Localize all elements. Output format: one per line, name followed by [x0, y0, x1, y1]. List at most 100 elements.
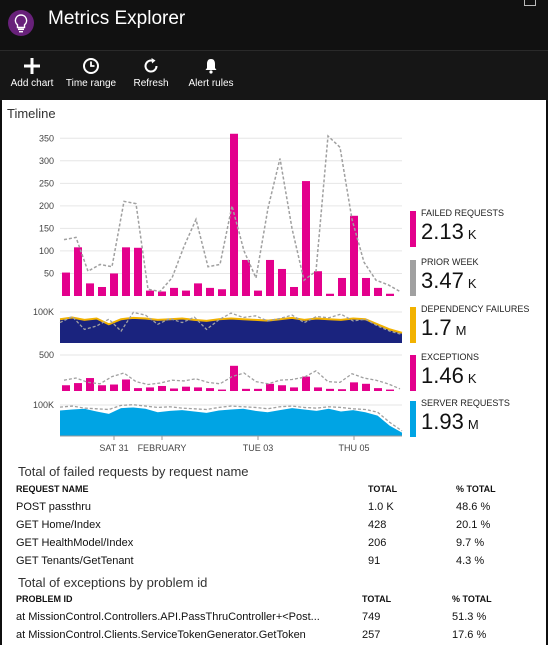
failed-requests-bar: [254, 290, 262, 296]
x-tick-label: TUE 03: [243, 443, 274, 453]
prior-week-line: [63, 134, 401, 293]
cell-problem-id: at MissionControl.Controllers.API.PassTh…: [16, 611, 320, 623]
failed-requests-table: REQUEST NAME TOTAL % TOTAL POST passthru…: [16, 484, 546, 570]
metric-color-bar: [410, 401, 416, 437]
dependency-failures-chart[interactable]: 100K: [33, 307, 403, 343]
cell-percent: 9.7 %: [456, 537, 485, 549]
failed-requests-bar: [242, 259, 250, 296]
failed-requests-bar: [266, 259, 274, 296]
failed-requests-table-title: Total of failed requests by request name: [18, 464, 249, 479]
y-tick-label: 500: [39, 350, 54, 360]
failed-requests-bar: [302, 181, 310, 296]
exceptions-bar: [290, 387, 298, 391]
y-tick-label: 100: [39, 246, 54, 256]
table-row[interactable]: GET Tenants/GetTenant 91 4.3 %: [16, 552, 546, 570]
table-header: REQUEST NAME TOTAL % TOTAL: [16, 484, 546, 498]
exceptions-bar: [170, 388, 178, 391]
exceptions-bar: [314, 387, 322, 391]
metric-value: 3.47 K: [421, 268, 477, 294]
failed-requests-bar: [86, 283, 94, 296]
time-range-label: Time range: [65, 78, 117, 89]
alert-rules-button[interactable]: Alert rules: [186, 57, 236, 97]
cell-total: 257: [362, 629, 381, 641]
cell-percent: 20.1 %: [456, 519, 491, 531]
failed-requests-bar: [122, 247, 130, 296]
maximize-button[interactable]: [524, 0, 536, 6]
dependency-failures-line: [59, 316, 403, 334]
exceptions-bar: [122, 379, 130, 391]
cell-total: 206: [368, 537, 387, 549]
failed-requests-chart[interactable]: 50 100 150 200 250 300 350: [39, 133, 402, 296]
y-tick-label: 100K: [33, 307, 54, 317]
metric-unit: K: [467, 276, 477, 291]
failed-requests-bar: [314, 271, 322, 296]
metric-color-bar: [410, 260, 416, 296]
metric-value: 1.46 K: [421, 363, 477, 389]
dependency-failures-area: [60, 317, 402, 343]
exceptions-bar: [374, 388, 382, 391]
x-tick-label: FEBRUARY: [138, 443, 187, 453]
server-requests-chart[interactable]: 100K SAT 31 FEBRUARY TUE 03 THU 05: [33, 400, 403, 453]
refresh-button[interactable]: Refresh: [130, 57, 172, 97]
y-tick-label: 200: [39, 201, 54, 211]
prior-week-line: [59, 404, 403, 432]
plus-icon: [24, 58, 40, 74]
cell-total: 91: [368, 555, 381, 567]
exceptions-bar: [266, 383, 274, 391]
failed-requests-bar: [218, 289, 226, 296]
failed-requests-bar: [362, 277, 370, 296]
header-percent-total: % TOTAL: [456, 484, 496, 494]
y-tick-label: 50: [44, 268, 54, 278]
table-row[interactable]: POST passthru 1.0 K 48.6 %: [16, 498, 546, 516]
table-row[interactable]: GET HealthModel/Index 206 9.7 %: [16, 534, 546, 552]
exceptions-bar: [350, 382, 358, 391]
y-tick-label: 250: [39, 178, 54, 188]
table-row[interactable]: at MissionControl.Clients.ServiceTokenGe…: [16, 626, 542, 644]
y-tick-label: 300: [39, 156, 54, 166]
toolbar: Add chart Time range Refresh Alert rules: [0, 50, 548, 101]
table-header: PROBLEM ID TOTAL % TOTAL: [16, 594, 542, 608]
y-tick-label: 100K: [33, 400, 54, 410]
failed-requests-bar: [62, 272, 70, 296]
cell-problem-id: at MissionControl.Clients.ServiceTokenGe…: [16, 629, 306, 641]
lightbulb-icon: [8, 10, 34, 36]
header-percent-total: % TOTAL: [452, 594, 492, 604]
metric-unit: K: [467, 227, 477, 242]
metric-color-bar: [410, 211, 416, 247]
failed-requests-bar: [170, 287, 178, 296]
table-row[interactable]: GET Home/Index 428 20.1 %: [16, 516, 546, 534]
prior-week-line: [59, 311, 403, 336]
exceptions-chart[interactable]: 500: [39, 350, 402, 391]
metric-number: 3.47: [421, 268, 464, 293]
metric-number: 2.13: [421, 219, 464, 244]
exceptions-bar: [182, 386, 190, 391]
failed-requests-bar: [290, 286, 298, 296]
failed-requests-bar: [134, 247, 142, 296]
clock-icon: [83, 58, 99, 74]
exceptions-bar: [386, 389, 394, 391]
cell-total: 1.0 K: [368, 501, 394, 513]
metric-unit: M: [455, 323, 467, 338]
failed-requests-bar: [146, 290, 154, 296]
header-total: TOTAL: [368, 484, 398, 494]
cell-name: GET HealthModel/Index: [16, 537, 134, 549]
header-total: TOTAL: [362, 594, 392, 604]
y-tick-label: 150: [39, 223, 54, 233]
metric-name: PRIOR WEEK: [421, 257, 479, 267]
exceptions-bar: [242, 388, 250, 391]
header-problem-id: PROBLEM ID: [16, 594, 73, 604]
add-chart-button[interactable]: Add chart: [8, 57, 56, 97]
prior-week-line: [63, 370, 401, 390]
cell-total: 749: [362, 611, 381, 623]
bell-icon: [205, 59, 217, 74]
table-row[interactable]: at MissionControl.Controllers.API.PassTh…: [16, 608, 542, 626]
failed-requests-bar: [110, 273, 118, 296]
metrics-panel: Timeline 50 100 150 200 250 300 350 100K 500 1…: [2, 100, 546, 645]
metric-name: FAILED REQUESTS: [421, 208, 505, 218]
metric-value: 1.93 M: [421, 409, 479, 435]
cell-name: GET Home/Index: [16, 519, 101, 531]
exceptions-bar: [110, 384, 118, 391]
exceptions-bar: [362, 383, 370, 391]
metric-number: 1.93: [421, 409, 464, 434]
time-range-button[interactable]: Time range: [64, 57, 118, 97]
